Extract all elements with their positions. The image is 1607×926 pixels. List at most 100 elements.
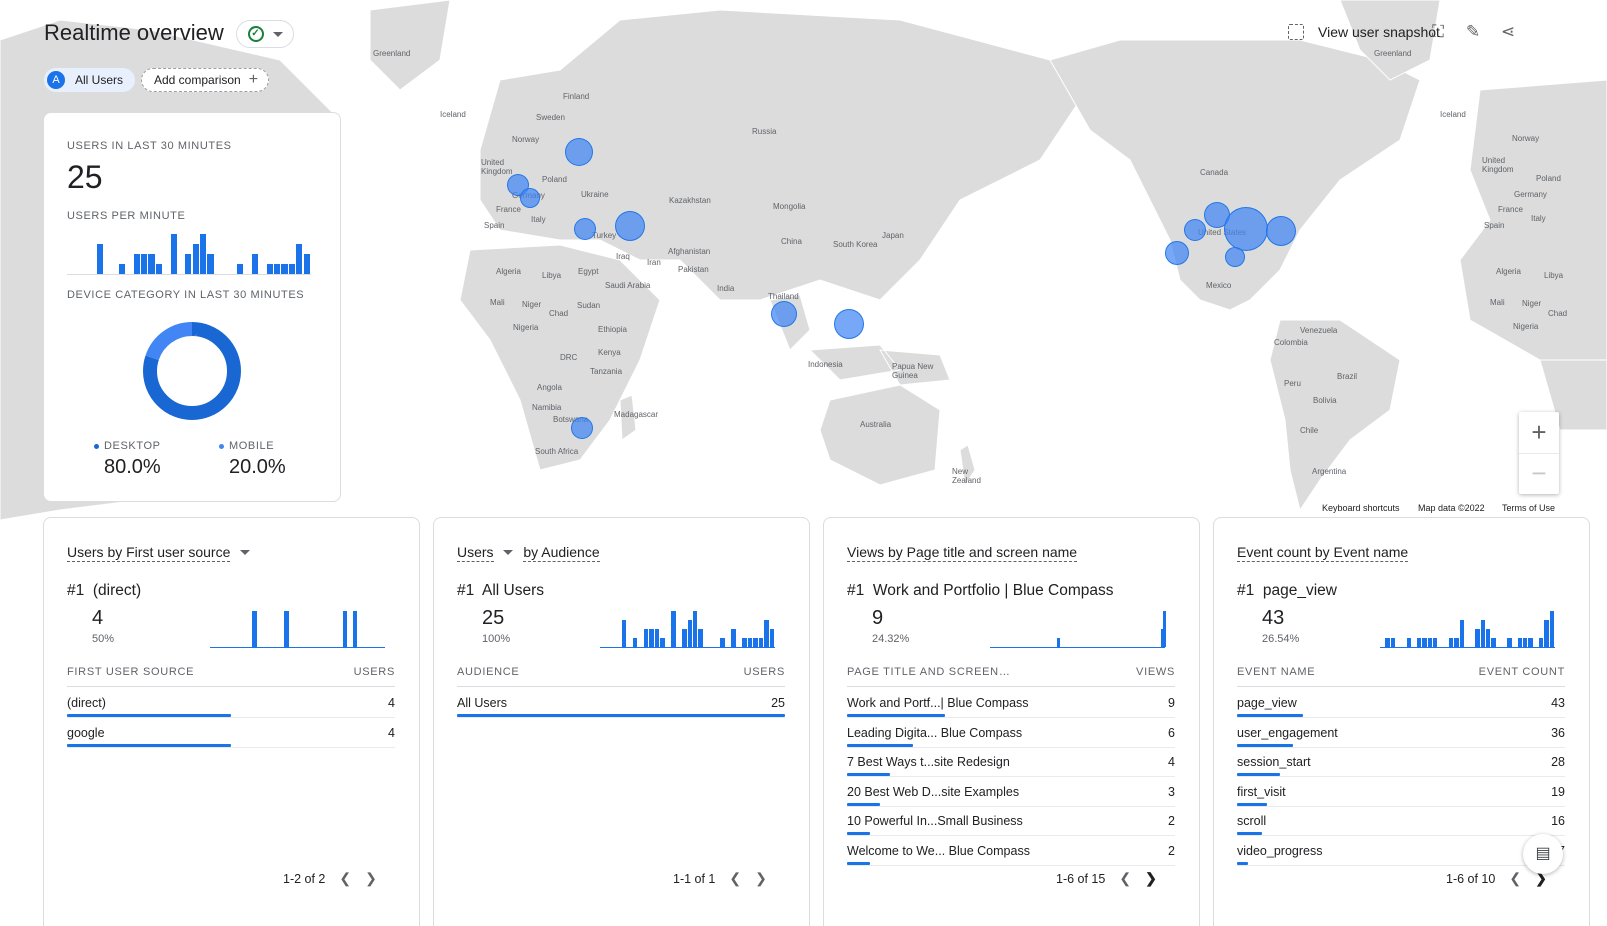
chevron-left-icon[interactable]: ❮: [729, 870, 742, 886]
spark-bar: [252, 611, 257, 647]
card-title[interactable]: Users by First user source: [67, 544, 251, 562]
map-label: New Zealand: [952, 467, 981, 485]
keyboard-shortcuts-link[interactable]: Keyboard shortcuts: [1322, 503, 1400, 513]
map-bubble[interactable]: [834, 309, 864, 339]
row-label: session_start: [1237, 755, 1311, 769]
donut-slice-mobile[interactable]: [143, 322, 241, 420]
device-donut-chart[interactable]: [142, 321, 242, 421]
users-per-minute-chart[interactable]: [67, 231, 311, 275]
view-user-snapshot-button[interactable]: View user snapshot: [1288, 24, 1440, 40]
map-label: Iceland: [1440, 110, 1466, 119]
map-label: United Kingdom: [481, 158, 513, 176]
chevron-down-icon[interactable]: [240, 550, 251, 555]
metric-selector[interactable]: Users: [457, 544, 494, 562]
legend-desktop: DESKTOP 80.0%: [94, 440, 161, 479]
row-label: 7 Best Ways t...site Redesign: [847, 755, 1010, 769]
top-percent: 26.54%: [1262, 633, 1300, 645]
map-bubble[interactable]: [520, 188, 540, 208]
map-bubble[interactable]: [1225, 247, 1245, 267]
spark-bar: [1427, 638, 1433, 647]
map-label: Iraq: [616, 252, 630, 261]
map-bubble[interactable]: [1204, 202, 1230, 228]
share-icon[interactable]: ⋖: [1500, 22, 1516, 41]
row-bar: [67, 714, 231, 717]
map-label: Spain: [484, 221, 505, 230]
table-row[interactable]: 10 Powerful In...Small Business 2: [847, 806, 1175, 836]
map-bubble[interactable]: [1184, 219, 1206, 241]
fullscreen-icon[interactable]: ⛶: [1432, 22, 1444, 41]
spark-bar: [284, 611, 289, 647]
column-header: USERS: [353, 666, 395, 678]
spark-bar: [1162, 611, 1166, 647]
table-row[interactable]: All Users 25: [457, 688, 785, 718]
table-row[interactable]: Leading Digita... Blue Compass 6: [847, 718, 1175, 748]
map-bubble[interactable]: [615, 211, 645, 241]
row-divider: [67, 746, 395, 748]
chevron-left-icon[interactable]: ❮: [339, 870, 352, 886]
map-bubble[interactable]: [574, 218, 596, 240]
table-row[interactable]: scroll 16: [1237, 806, 1565, 836]
customize-report-icon[interactable]: ✎: [1465, 22, 1481, 41]
chevron-right-icon[interactable]: ❯: [1535, 870, 1547, 886]
map-label: India: [717, 284, 735, 293]
row-divider: [67, 717, 395, 718]
row-label: Work and Portf...| Blue Compass: [847, 696, 1029, 710]
minute-bar: [140, 254, 148, 274]
chevron-right-icon[interactable]: ❯: [755, 870, 767, 886]
map-bubble[interactable]: [565, 138, 593, 166]
top-value: 25: [482, 607, 505, 629]
terms-of-use-link[interactable]: Terms of Use: [1502, 503, 1556, 513]
add-comparison-button[interactable]: Add comparison +: [141, 68, 270, 92]
zoom-in-button[interactable]: +: [1531, 417, 1547, 447]
map-label: Iceland: [440, 110, 466, 119]
table-row[interactable]: video_progress 7: [1237, 836, 1565, 866]
chevron-left-icon[interactable]: ❮: [1509, 870, 1522, 886]
pagination-label: 1-6 of 15: [1056, 871, 1106, 886]
map-label: Thailand: [768, 292, 799, 301]
table-row[interactable]: (direct) 4: [67, 688, 395, 718]
data-status-dropdown[interactable]: ✓: [236, 20, 294, 48]
table-row[interactable]: session_start 28: [1237, 747, 1565, 777]
table-row[interactable]: page_view 43: [1237, 688, 1565, 718]
card-title-text: Views by Page title and screen name: [847, 544, 1078, 562]
chevron-right-icon[interactable]: ❯: [365, 870, 377, 886]
report-card: Views by Page title and screen name #1 W…: [823, 517, 1200, 926]
map-bubble[interactable]: [1165, 241, 1189, 265]
table-row[interactable]: Work and Portf...| Blue Compass 9: [847, 688, 1175, 718]
table-row[interactable]: Welcome to We... Blue Compass 2: [847, 836, 1175, 866]
map-label: Algeria: [1496, 267, 1521, 276]
comparison-chip-all-users[interactable]: A All Users: [44, 68, 136, 92]
sparkline-chart[interactable]: [1380, 610, 1555, 648]
map-bubble[interactable]: [571, 417, 593, 439]
spark-bar: [643, 629, 649, 647]
row-bar: [457, 714, 785, 717]
table-row[interactable]: first_visit 19: [1237, 777, 1565, 807]
add-comparison-label: Add comparison: [154, 73, 241, 87]
table-row[interactable]: google 4: [67, 718, 395, 748]
minute-bar: [281, 264, 288, 274]
chevron-down-icon[interactable]: [503, 550, 514, 555]
user-snapshot-icon: [1288, 24, 1304, 40]
chevron-right-icon[interactable]: ❯: [1145, 870, 1157, 886]
sparkline-chart[interactable]: [600, 610, 775, 648]
chevron-left-icon[interactable]: ❮: [1119, 870, 1132, 886]
header-divider: [457, 686, 785, 687]
legend-mobile: MOBILE 20.0%: [219, 440, 286, 479]
sparkline-chart[interactable]: [210, 610, 385, 648]
map-bubble[interactable]: [771, 301, 797, 327]
card-title[interactable]: Users by Audience: [457, 544, 600, 562]
row-divider: [1237, 746, 1565, 748]
table-row[interactable]: 7 Best Ways t...site Redesign 4: [847, 747, 1175, 777]
row-bar: [847, 743, 913, 747]
zoom-out-button[interactable]: −: [1519, 453, 1559, 494]
sparkline-chart[interactable]: [990, 610, 1166, 648]
spark-bar: [1475, 629, 1480, 647]
map-label: Turkey: [592, 231, 617, 240]
map-label: Egypt: [578, 267, 599, 276]
feedback-button[interactable]: ▤: [1523, 834, 1563, 874]
map-bubble[interactable]: [1266, 216, 1296, 246]
map-bubble[interactable]: [1224, 207, 1268, 251]
table-row[interactable]: user_engagement 36: [1237, 718, 1565, 748]
row-value: 28: [1551, 755, 1565, 769]
table-row[interactable]: 20 Best Web D...site Examples 3: [847, 777, 1175, 807]
